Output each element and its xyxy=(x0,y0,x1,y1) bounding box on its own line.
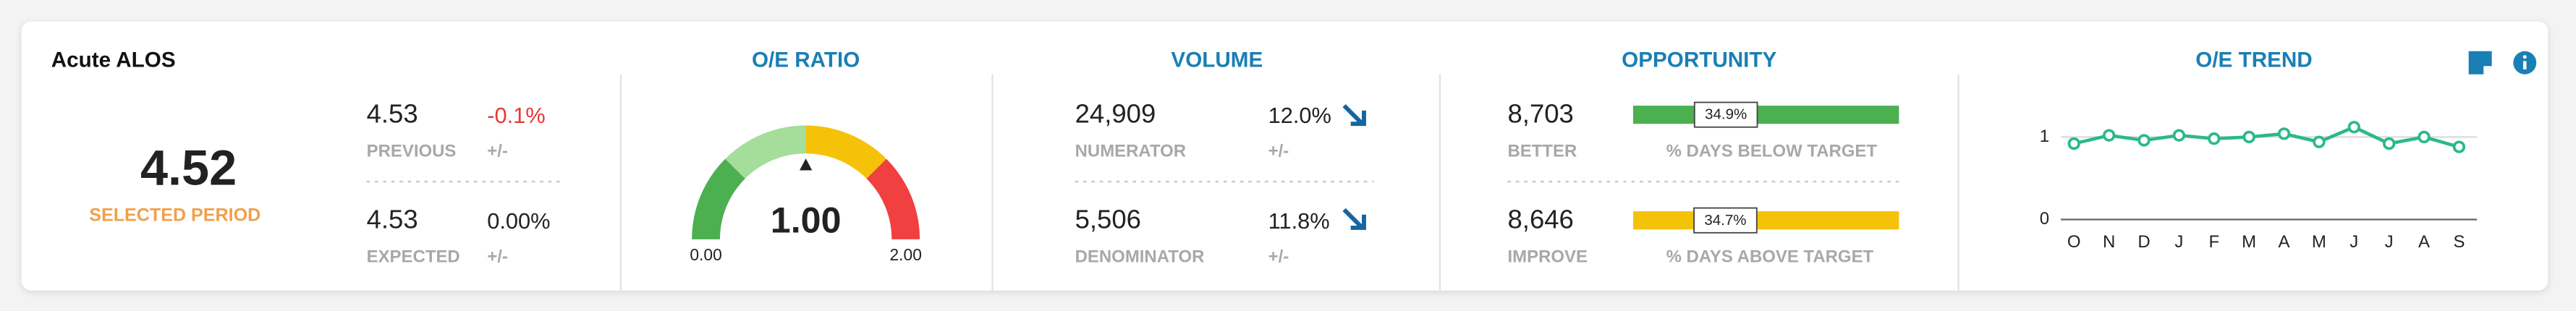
better-value: 8,703 xyxy=(1508,98,1574,128)
better-label: BETTER xyxy=(1508,141,1577,161)
x-tick-label: D xyxy=(2138,232,2150,252)
percent-label: % DAYS ABOVE TARGET xyxy=(1666,247,1874,266)
trend-point xyxy=(2347,121,2360,134)
percent-marker xyxy=(1693,207,1758,234)
gauge-scale-label: 2.00 xyxy=(890,245,922,264)
percent-track xyxy=(1632,211,1899,230)
numerator-change-label: +/- xyxy=(1268,141,1289,161)
x-tick-label: A xyxy=(2279,232,2290,252)
x-tick-label: O xyxy=(2067,232,2081,252)
denominator-change: 11.8% xyxy=(1268,208,1330,234)
card xyxy=(21,21,2549,291)
card-title: Acute ALOS xyxy=(51,48,176,72)
y-tick-label: 1 xyxy=(2040,127,2049,146)
numerator-label: NUMERATOR xyxy=(1075,141,1186,161)
trend-point xyxy=(2208,132,2221,145)
previous-change: -0.1% xyxy=(487,103,545,128)
trend-point xyxy=(2102,129,2116,142)
x-tick-label: F xyxy=(2208,232,2219,252)
expected-change: 0.00% xyxy=(487,208,550,234)
trend-point xyxy=(2313,135,2326,148)
gauge-needle xyxy=(800,158,813,171)
chart-title: O/E TREND xyxy=(2195,48,2312,72)
percent-marker xyxy=(1693,101,1758,128)
note-icon[interactable] xyxy=(2468,51,2492,74)
trend-arrow xyxy=(1342,208,1366,230)
gauge-band xyxy=(725,125,806,179)
previous-label: PREVIOUS xyxy=(367,141,457,161)
trend-point xyxy=(2452,140,2466,153)
denominator-value: 5,506 xyxy=(1075,204,1141,234)
gauge-band xyxy=(866,158,920,239)
info-icon[interactable] xyxy=(2513,51,2537,74)
improve-value: 8,646 xyxy=(1508,204,1574,234)
expected-label: EXPECTED xyxy=(367,247,460,266)
x-tick-label: J xyxy=(2385,232,2394,252)
x-tick-label: A xyxy=(2418,232,2430,252)
section-title: VOLUME xyxy=(1171,48,1263,72)
gauge-band xyxy=(805,125,886,179)
x-tick-label: M xyxy=(2312,232,2326,252)
percent-value: 34.9% xyxy=(1705,106,1747,123)
gauge: 0.00 2.00 xyxy=(690,125,922,264)
trend-arrow xyxy=(1342,103,1366,127)
section-title: OPPORTUNITY xyxy=(1622,48,1776,72)
gauge-band xyxy=(692,158,745,239)
alos-label: SELECTED PERIOD xyxy=(89,205,260,226)
x-tick-label: J xyxy=(2350,232,2358,252)
numerator-value: 24,909 xyxy=(1075,98,1156,128)
denominator-label: DENOMINATOR xyxy=(1075,247,1205,266)
trend-point xyxy=(2418,130,2431,144)
previous-value: 4.53 xyxy=(367,98,418,128)
improve-label: IMPROVE xyxy=(1508,247,1588,266)
trend-point xyxy=(2138,134,2151,147)
section-title: O/E RATIO xyxy=(752,48,860,72)
y-tick-label: 0 xyxy=(2040,209,2049,229)
x-tick-label: N xyxy=(2103,232,2115,252)
x-tick-label: J xyxy=(2174,232,2183,252)
trend-point xyxy=(2242,130,2255,144)
alos-value: 4.52 xyxy=(140,140,237,195)
trend-chart: 0 1 O N D J F M A M J J A S xyxy=(2040,121,2478,252)
expected-value: 4.53 xyxy=(367,204,418,234)
percent-track xyxy=(1632,106,1899,124)
gauge-value: 1.00 xyxy=(771,200,842,240)
denominator-change-label: +/- xyxy=(1268,247,1289,266)
trend-point xyxy=(2067,137,2080,150)
x-tick-label: M xyxy=(2242,232,2256,252)
gauge-scale-label: 0.00 xyxy=(690,245,721,264)
expected-change-label: +/- xyxy=(487,247,508,266)
trend-point xyxy=(2172,129,2186,142)
trend-point xyxy=(2277,127,2291,140)
previous-change-label: +/- xyxy=(487,141,508,161)
percent-value: 34.7% xyxy=(1704,212,1746,229)
opportunity-bars: 34.9% 34.7% xyxy=(1632,101,1899,234)
percent-label: % DAYS BELOW TARGET xyxy=(1666,141,1878,161)
trend-point xyxy=(2383,137,2396,150)
x-tick-label: S xyxy=(2453,232,2465,252)
numerator-change: 12.0% xyxy=(1268,103,1331,128)
